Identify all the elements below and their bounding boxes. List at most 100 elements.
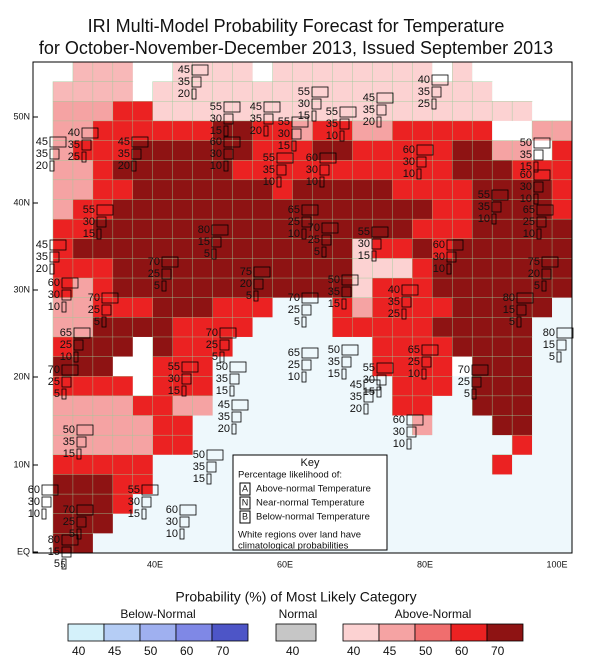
forecast-value: 55 [263, 152, 275, 164]
forecast-value: 20 [36, 160, 48, 172]
map-cell [532, 81, 553, 102]
map-cell [312, 317, 333, 338]
forecast-value: 10 [403, 168, 415, 180]
map-cell [452, 494, 473, 515]
map-cell [312, 61, 333, 83]
forecast-bar [416, 144, 434, 156]
map-cell [352, 356, 373, 377]
map-cell [471, 277, 493, 299]
legend-level: 50 [419, 644, 433, 658]
forecast-value: 25 [308, 234, 320, 246]
map-cell [252, 317, 273, 338]
forecast-bar [533, 181, 544, 193]
forecast-value: 60 [403, 144, 415, 156]
forecast-value: 60 [210, 136, 222, 148]
map-cell [152, 415, 174, 436]
legend-swatch [486, 623, 524, 642]
forecast-bar [431, 98, 437, 110]
forecast-value: 30 [168, 373, 180, 385]
forecast-bar [416, 168, 422, 180]
map-cell [152, 474, 174, 495]
map-cell [491, 199, 513, 220]
forecast-value: 20 [350, 403, 362, 415]
forecast-value: 25 [48, 376, 60, 388]
forecast-bar [76, 504, 94, 516]
forecast-value: 50 [328, 274, 340, 286]
forecast-value: 15 [48, 546, 60, 558]
map-cell [112, 179, 134, 200]
title: IRI Multi-Model Probability Forecast for… [88, 16, 505, 36]
forecast-bar [401, 296, 412, 308]
map-cell [472, 494, 493, 515]
map-cell [172, 238, 194, 259]
forecast-bar [141, 484, 159, 496]
map-cell [252, 81, 274, 102]
map-cell [112, 376, 134, 397]
map-cell [192, 199, 214, 220]
forecast-bar [223, 148, 234, 160]
map-cell [511, 356, 533, 377]
map-cell [152, 159, 174, 181]
map-cell [312, 81, 333, 102]
map-cell [92, 533, 114, 554]
forecast-bar [533, 193, 539, 205]
forecast-bar [263, 125, 269, 137]
forecast-value: 30 [83, 216, 95, 228]
map-cell [172, 454, 194, 475]
map-cell [132, 120, 154, 142]
key-letter: B [242, 511, 248, 521]
map-cell [452, 454, 473, 475]
map-cell [552, 101, 573, 122]
map-cell [132, 513, 154, 534]
map-cell [471, 317, 493, 338]
map-cell [152, 513, 174, 534]
forecast-value: 60 [433, 239, 445, 251]
forecast-bar [421, 344, 439, 356]
forecast-bar [61, 534, 79, 546]
forecast-value: 25 [408, 356, 420, 368]
map-cell [232, 61, 254, 83]
forecast-value: 20 [36, 263, 48, 275]
map-cell [551, 159, 573, 181]
map-cell [372, 395, 393, 416]
forecast-value: 15 [63, 448, 75, 460]
map-cell [352, 297, 373, 318]
map-cell [112, 513, 134, 534]
forecast-bar [231, 411, 242, 423]
forecast-value: 10 [288, 371, 300, 383]
map-cell [52, 474, 74, 495]
forecast-bar [231, 423, 237, 435]
forecast-value: 15 [328, 368, 340, 380]
map-cell [491, 101, 513, 122]
forecast-bar [161, 280, 167, 292]
map-cell [432, 513, 453, 534]
map-cell [432, 494, 453, 515]
forecast-bar [301, 292, 319, 304]
map-cell [232, 376, 253, 397]
forecast-bar [276, 176, 282, 188]
map-cell [452, 395, 473, 416]
map-cell [132, 415, 154, 436]
map-cell [452, 140, 473, 161]
forecast-value: 5 [294, 316, 300, 328]
map-cell [92, 454, 114, 475]
forecast-value: 20 [363, 116, 375, 128]
forecast-bar [211, 248, 217, 260]
forecast-bar [556, 327, 574, 339]
map-cell [472, 415, 493, 436]
map-cell [132, 494, 154, 515]
map-cell [272, 376, 293, 397]
forecast-value: 30 [28, 496, 40, 508]
map-cell [252, 336, 273, 357]
map-cell [72, 434, 94, 456]
map-cell [192, 277, 214, 299]
forecast-bar [81, 151, 87, 163]
forecast-bar [219, 339, 230, 351]
map-cell [352, 277, 373, 299]
forecast-bar [41, 484, 59, 496]
map-cell [551, 258, 573, 279]
forecast-value: 30 [128, 496, 140, 508]
map-cell [292, 120, 313, 142]
map-cell [552, 533, 573, 554]
forecast-value: 10 [28, 508, 40, 520]
